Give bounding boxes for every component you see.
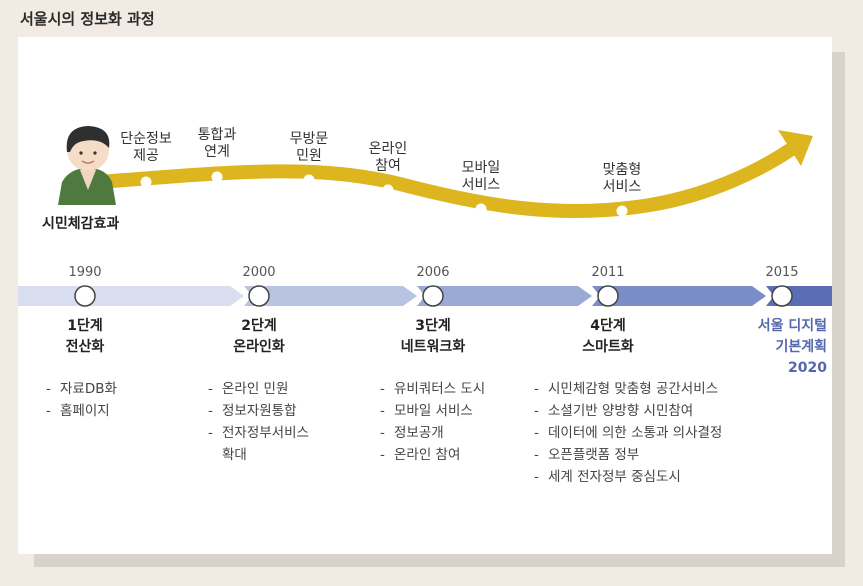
- wave-label-line: 서비스: [602, 179, 642, 195]
- wave-label: 온라인 참여: [343, 141, 433, 175]
- stage-line: 전산화: [65, 339, 105, 355]
- stage-label: 2단계 온라인화: [199, 316, 319, 358]
- wave-label-line: 단순정보: [120, 131, 172, 147]
- wave-dot: [303, 174, 315, 186]
- stage-line: 기본계획: [775, 339, 827, 355]
- wave-label-line: 참여: [375, 158, 401, 174]
- stage-label: 1단계 전산화: [25, 316, 145, 358]
- stage-line: 스마트화: [582, 339, 634, 355]
- stage-line: 4단계: [590, 318, 626, 334]
- list-item: 데이터에 의한 소통과 의사결정: [534, 422, 722, 444]
- stage-line: 2단계: [241, 318, 277, 334]
- year-label: 2011: [591, 265, 625, 280]
- list-item: 정보자원통합: [208, 400, 309, 422]
- stage-line: 2020: [788, 360, 827, 376]
- wave-label-line: 온라인: [368, 141, 408, 157]
- wave-label: 무방문 민원: [264, 131, 354, 165]
- wave-label-line: 서비스: [461, 177, 501, 193]
- year-marker: [597, 285, 619, 307]
- timeline-segment-1: [18, 286, 244, 306]
- bullet-list-stage-4: 시민체감형 맞춤형 공간서비스 소셜기반 양방향 시민참여 데이터에 의한 소통…: [534, 378, 722, 488]
- wave-label-line: 연계: [204, 144, 230, 160]
- stage-line: 온라인화: [233, 339, 285, 355]
- list-item: 전자정부서비스: [208, 422, 309, 444]
- wave-label-line: 민원: [296, 148, 322, 164]
- bullet-list-stage-2: 온라인 민원 정보자원통합 전자정부서비스 확대: [208, 378, 309, 466]
- stage-line: 서울 디지털: [757, 318, 827, 334]
- wave-label-line: 제공: [133, 148, 159, 164]
- list-item: 시민체감형 맞춤형 공간서비스: [534, 378, 722, 400]
- page-title: 서울시의 정보화 과정: [20, 10, 155, 28]
- timeline-arrow: [18, 286, 832, 306]
- wave-arrow-body: [93, 143, 797, 219]
- list-item: 홈페이지: [46, 400, 117, 422]
- goal-stage-label: 서울 디지털 기본계획 2020: [707, 316, 827, 379]
- citizen-icon: [58, 126, 116, 205]
- year-marker: [771, 285, 793, 307]
- list-item: 확대: [222, 447, 247, 463]
- stage-line: 1단계: [67, 318, 103, 334]
- wave-label-line: 통합과: [197, 127, 237, 143]
- wave-label-line: 맞춤형: [602, 162, 642, 178]
- wave-dot: [616, 205, 628, 217]
- wave-dot: [382, 184, 394, 196]
- timeline-segment-2: [244, 286, 417, 306]
- list-item: 세계 전자정부 중심도시: [534, 466, 722, 488]
- list-item: 오픈플랫폼 정부: [534, 444, 722, 466]
- bullet-list-stage-3: 유비쿼터스 도시 모바일 서비스 정보공개 온라인 참여: [380, 378, 485, 466]
- list-item: 온라인 참여: [380, 444, 485, 466]
- wave-dot: [140, 176, 152, 188]
- timeline-segment-4: [592, 286, 766, 306]
- list-item: 모바일 서비스: [380, 400, 485, 422]
- wave-label: 통합과 연계: [172, 127, 262, 161]
- timeline-segment-3: [417, 286, 592, 306]
- list-item: 소셜기반 양방향 시민참여: [534, 400, 722, 422]
- wave-label-line: 무방문: [289, 131, 329, 147]
- stage-label: 4단계 스마트화: [548, 316, 668, 358]
- year-label: 1990: [68, 265, 102, 280]
- citizen-label: 시민체감효과: [42, 216, 120, 232]
- list-item: 자료DB화: [46, 378, 117, 400]
- year-label: 2015: [765, 265, 799, 280]
- stage-line: 3단계: [415, 318, 451, 334]
- year-marker: [74, 285, 96, 307]
- list-item: 정보공개: [380, 422, 485, 444]
- wave-label: 맞춤형 서비스: [577, 162, 667, 196]
- year-label: 2000: [242, 265, 276, 280]
- list-item: 유비쿼터스 도시: [380, 378, 485, 400]
- stage-label: 3단계 네트워크화: [373, 316, 493, 358]
- wave-dot: [475, 203, 487, 215]
- year-label: 2006: [416, 265, 450, 280]
- wave-label-line: 모바일: [461, 160, 501, 176]
- wave-dot: [211, 171, 223, 183]
- wave-arrow-head: [778, 130, 813, 166]
- wave-label: 모바일 서비스: [436, 160, 526, 194]
- year-marker: [422, 285, 444, 307]
- stage-line: 네트워크화: [400, 339, 466, 355]
- wave-label: 단순정보 제공: [101, 131, 191, 165]
- list-item: 온라인 민원: [208, 378, 309, 400]
- year-marker: [248, 285, 270, 307]
- bullet-list-stage-1: 자료DB화 홈페이지: [46, 378, 117, 422]
